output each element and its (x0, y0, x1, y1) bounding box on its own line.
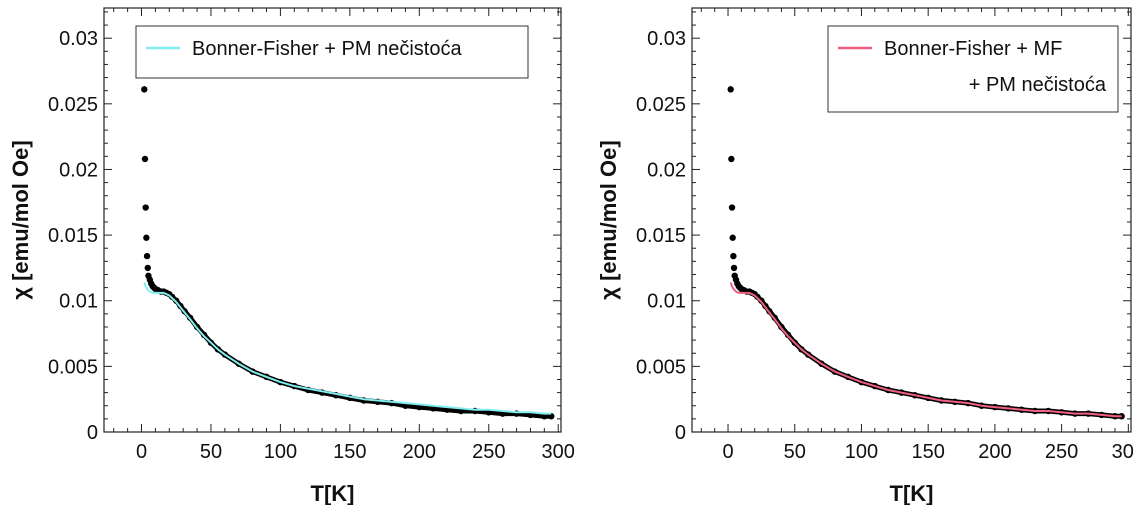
y-tick-label: 0.02 (647, 159, 686, 181)
y-tick-label: 0 (675, 422, 686, 444)
y-tick-label: 0.01 (647, 291, 686, 313)
x-tick-label: 250 (472, 441, 505, 463)
x-tick-label: 300 (542, 441, 575, 463)
x-tick-label: 250 (1045, 441, 1078, 463)
legend-label: + PM nečistoća (969, 74, 1107, 96)
data-point (727, 86, 734, 93)
x-tick-label: 100 (264, 441, 297, 463)
x-tick-label: 50 (200, 441, 222, 463)
y-tick-label: 0.015 (48, 225, 98, 247)
fit-line (729, 282, 1122, 418)
x-tick-label: 150 (333, 441, 366, 463)
data-point (541, 413, 548, 420)
x-tick-label: 100 (845, 441, 878, 463)
y-tick-label: 0.025 (636, 94, 686, 116)
x-tick-label: 150 (911, 441, 944, 463)
x-tick-label: 50 (784, 441, 806, 463)
data-point (548, 413, 555, 420)
data-point (730, 252, 737, 260)
y-tick-label: 0.01 (59, 291, 98, 313)
x-tick-label: 0 (136, 441, 147, 463)
data-point (144, 264, 151, 272)
legend-box (827, 25, 1119, 113)
fit-line (143, 282, 552, 415)
y-tick-label: 0.025 (48, 94, 98, 116)
x-tick-label: 200 (403, 441, 436, 463)
y-tick-label: 0.005 (48, 356, 98, 378)
y-tick-label: 0.015 (636, 225, 686, 247)
chart-panel-2: 0 50 100 150 200 250 300 0 0.005 0.01 0.015 0.02 0.0… (596, 7, 1133, 505)
y-tick-label: 0.02 (59, 159, 98, 181)
chart-panel-1: 0 50 100 150 200 250 300 0 0.005 0.01 0.015 0.02 0.0… (8, 7, 575, 505)
data-point (141, 155, 149, 163)
data-point (729, 234, 736, 241)
plot-frame (103, 7, 562, 433)
y-tick-label: 0.03 (647, 28, 686, 50)
legend: Bonner-Fisher + PM nečistoća (135, 25, 529, 79)
legend-label: Bonner-Fisher + MF (884, 38, 1062, 60)
data-point (143, 252, 151, 260)
x-axis-title: T[K] (890, 481, 934, 505)
data-point (728, 155, 735, 163)
data-point (142, 204, 149, 211)
y-axis-title: χ [emu/mol Oe] (596, 140, 621, 299)
y-tick-label: 0 (87, 422, 98, 444)
legend-box (135, 25, 529, 79)
y-tick-label: 0.03 (59, 28, 98, 50)
x-tick-label: 200 (978, 441, 1011, 463)
y-axis-title: χ [emu/mol Oe] (8, 140, 33, 299)
x-tick-label: 0 (722, 441, 733, 463)
data-point (143, 234, 150, 241)
y-tick-label: 0.005 (636, 356, 686, 378)
x-tick-label: 300 (1112, 441, 1133, 463)
data-point (730, 264, 738, 272)
legend: Bonner-Fisher + MF + PM nečistoća (827, 25, 1119, 113)
plot-frame (691, 7, 1132, 433)
x-axis-title: T[K] (311, 481, 355, 505)
legend-label: Bonner-Fisher + PM nečistoća (192, 38, 462, 60)
data-point (141, 86, 148, 93)
data-point (728, 204, 736, 211)
